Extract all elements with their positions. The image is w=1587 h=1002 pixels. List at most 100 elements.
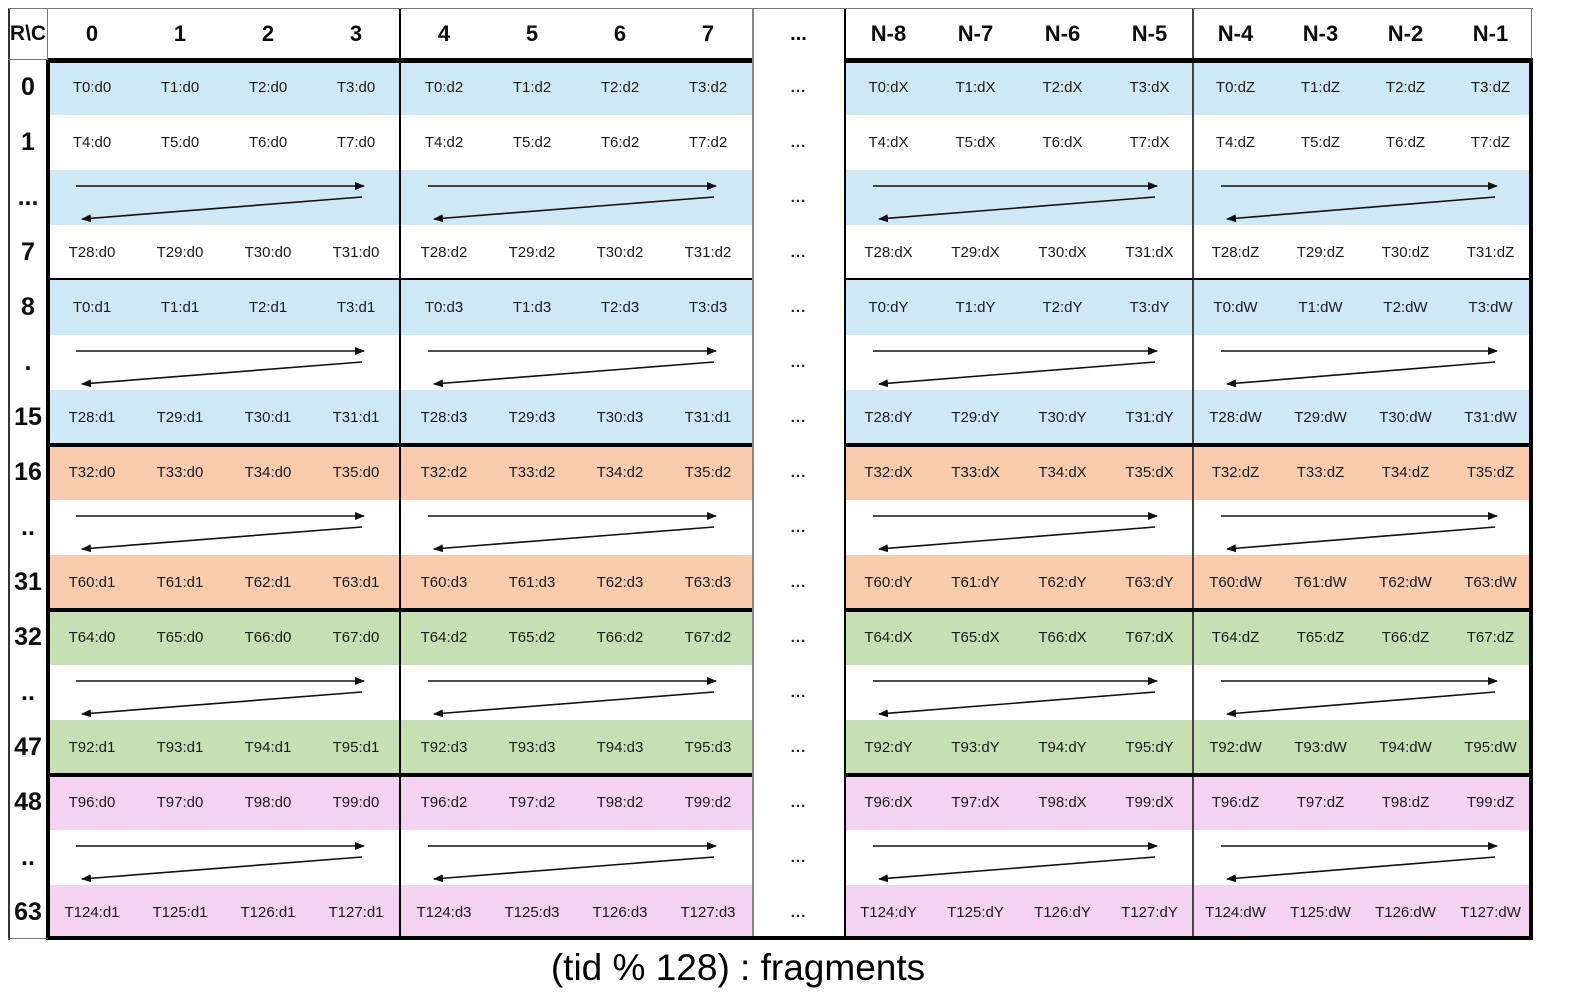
table-row: 8 T0:d1 T1:d1 T2:d1 T3:d1 T0:d3 T1:d3 T2:d3 T3:d… xyxy=(8,280,1533,335)
fragment-cell: T99:dZ xyxy=(1448,775,1533,830)
fragment-cell: T1:dY xyxy=(932,280,1019,335)
fragment-cell: T2:dY xyxy=(1019,280,1106,335)
table-row: 16 T32:d0 T33:d0 T34:d0 T35:d0 T32:d2 T33:d2 T3… xyxy=(8,445,1533,500)
fragment-cell: T61:d3 xyxy=(488,555,576,610)
fragment-cell: T33:dZ xyxy=(1278,445,1363,500)
fragment-cell: T34:d2 xyxy=(576,445,664,500)
fragment-cell: T32:d0 xyxy=(48,445,136,500)
zigzag-arrow-icon xyxy=(76,182,365,223)
fragment-cell: T64:d0 xyxy=(48,610,136,665)
fragment-cell: T28:d2 xyxy=(400,225,488,280)
fragment-cell: T97:d0 xyxy=(136,775,224,830)
grid-line-horizontal xyxy=(844,773,1533,777)
zigzag-arrow-icon xyxy=(1221,677,1498,718)
fragment-cell: T35:dX xyxy=(1106,445,1193,500)
fragment-cell: T32:dX xyxy=(845,445,932,500)
zigzag-arrow-cell xyxy=(845,170,1193,225)
zigzag-arrow-icon xyxy=(1221,512,1498,553)
zigzag-arrow-icon xyxy=(428,677,717,718)
fragment-cell: T125:dW xyxy=(1278,885,1363,940)
header-ellipsis: ... xyxy=(752,8,845,60)
fragment-cell: T28:dW xyxy=(1193,390,1278,445)
fragment-cell: T60:d1 xyxy=(48,555,136,610)
grid-line-horizontal xyxy=(48,608,752,612)
zigzag-arrow-cell xyxy=(1193,170,1533,225)
fragment-cell: T66:dZ xyxy=(1363,610,1448,665)
fragment-cell: T4:d2 xyxy=(400,115,488,170)
ellipsis-cell: ... xyxy=(752,720,845,775)
ellipsis-cell: ... xyxy=(752,60,845,115)
fragment-cell: T98:d2 xyxy=(576,775,664,830)
fragment-cell: T96:d0 xyxy=(48,775,136,830)
fragment-cell: T7:d0 xyxy=(312,115,400,170)
row-label: 7 xyxy=(8,225,48,280)
zigzag-arrow-cell xyxy=(400,500,752,555)
fragment-cell: T28:dX xyxy=(845,225,932,280)
fragment-cell: T63:d1 xyxy=(312,555,400,610)
fragment-cell: T60:dY xyxy=(845,555,932,610)
fragment-cell: T92:dY xyxy=(845,720,932,775)
zigzag-arrow-icon xyxy=(873,677,1158,718)
fragment-cell: T29:dZ xyxy=(1278,225,1363,280)
fragment-cell: T60:dW xyxy=(1193,555,1278,610)
fragment-cell: T66:d2 xyxy=(576,610,664,665)
table-row: 15 T28:d1 T29:d1 T30:d1 T31:d1 T28:d3 T29:d3 T3… xyxy=(8,390,1533,445)
zigzag-arrow-icon xyxy=(76,512,365,553)
fragment-cell: T29:dX xyxy=(932,225,1019,280)
fragment-cell: T125:d3 xyxy=(488,885,576,940)
fragment-cell: T0:d1 xyxy=(48,280,136,335)
fragment-cell: T61:d1 xyxy=(136,555,224,610)
ellipsis-cell: ... xyxy=(752,775,845,830)
column-header: N-7 xyxy=(932,8,1019,60)
column-header: N-1 xyxy=(1448,8,1533,60)
ellipsis-cell: ... xyxy=(752,170,845,225)
grid-line-horizontal xyxy=(844,608,1533,612)
grid-line-vertical xyxy=(399,8,401,940)
arrows-row: ..... xyxy=(8,500,1533,555)
fragment-cell: T63:dW xyxy=(1448,555,1533,610)
grid-line-horizontal xyxy=(8,938,48,940)
zigzag-arrow-cell xyxy=(1193,500,1533,555)
fragment-cell: T5:dZ xyxy=(1278,115,1363,170)
corner-label: R\C xyxy=(8,8,48,60)
fragment-cell: T30:dZ xyxy=(1363,225,1448,280)
zigzag-arrow-cell xyxy=(48,335,400,390)
arrows-row: ..... xyxy=(8,665,1533,720)
fragment-cell: T125:d1 xyxy=(136,885,224,940)
fragment-cell: T31:dX xyxy=(1106,225,1193,280)
fragment-cell: T29:dY xyxy=(932,390,1019,445)
fragment-cell: T7:d2 xyxy=(664,115,752,170)
fragment-cell: T31:dZ xyxy=(1448,225,1533,280)
fragment-cell: T0:dZ xyxy=(1193,60,1278,115)
ellipsis-cell: ... xyxy=(752,280,845,335)
grid-line-horizontal xyxy=(8,59,48,61)
fragment-cell: T96:d2 xyxy=(400,775,488,830)
fragment-cell: T65:d2 xyxy=(488,610,576,665)
fragment-cell: T65:d0 xyxy=(136,610,224,665)
fragment-cell: T64:dX xyxy=(845,610,932,665)
ellipsis-cell: ... xyxy=(752,390,845,445)
row-label: 8 xyxy=(8,280,48,335)
zigzag-arrow-cell xyxy=(400,335,752,390)
fragment-cell: T28:dY xyxy=(845,390,932,445)
fragment-cell: T31:d1 xyxy=(664,390,752,445)
fragment-cell: T98:d0 xyxy=(224,775,312,830)
fragment-cell: T35:d0 xyxy=(312,445,400,500)
column-header: 3 xyxy=(312,8,400,60)
fragment-cell: T127:d1 xyxy=(312,885,400,940)
zigzag-arrow-icon xyxy=(428,512,717,553)
fragment-cell: T99:d2 xyxy=(664,775,752,830)
column-header: 5 xyxy=(488,8,576,60)
fragment-cell: T93:d3 xyxy=(488,720,576,775)
row-label: .. xyxy=(8,500,48,555)
fragment-cell: T1:dW xyxy=(1278,280,1363,335)
table-row: 1 T4:d0 T5:d0 T6:d0 T7:d0 T4:d2 T5:d2 T6:d2 T7:d… xyxy=(8,115,1533,170)
fragment-cell: T61:dY xyxy=(932,555,1019,610)
fragment-cell: T2:d1 xyxy=(224,280,312,335)
table-row: 48 T96:d0 T97:d0 T98:d0 T99:d0 T96:d2 T97:d2 T9… xyxy=(8,775,1533,830)
row-label: 47 xyxy=(8,720,48,775)
grid-line-horizontal xyxy=(844,58,1533,63)
fragment-cell: T2:d0 xyxy=(224,60,312,115)
fragment-cell: T33:d0 xyxy=(136,445,224,500)
